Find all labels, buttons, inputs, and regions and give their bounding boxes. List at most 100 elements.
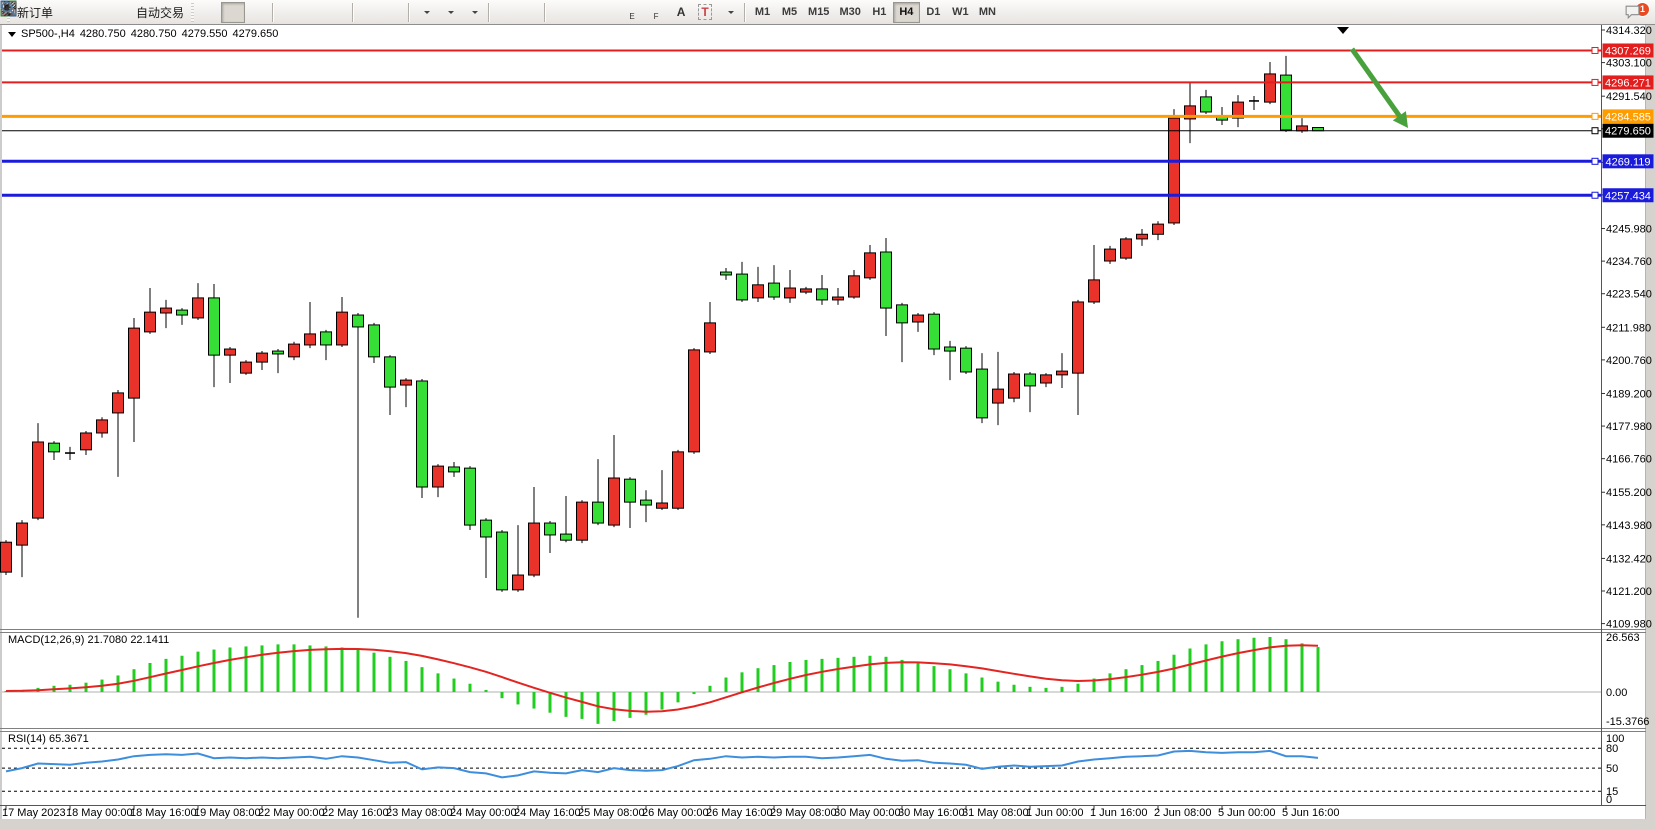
macd-indicator-label: MACD(12,26,9) 21.7080 22.1411	[8, 634, 169, 646]
horizontal-line-button[interactable]	[1, 2, 597, 23]
timeframe-button-m1[interactable]: M1	[749, 2, 776, 23]
timeframe-button-m5[interactable]: M5	[776, 2, 803, 23]
text-tool-button[interactable]: A	[669, 2, 693, 23]
candle-body-down	[720, 271, 732, 276]
new-chart-button[interactable]	[1, 1, 437, 23]
candle-body-down	[640, 499, 652, 506]
vertical-line-button[interactable]	[7, 1, 573, 23]
candle-body-up	[0, 541, 12, 573]
candle-body-up	[1056, 370, 1068, 376]
bar-chart-button[interactable]	[2, 2, 221, 23]
level-handle[interactable]	[1591, 46, 1599, 54]
profile-button[interactable]	[1, 1, 105, 23]
timeframe-button-d1[interactable]: D1	[920, 2, 947, 23]
window-right-strip	[1646, 25, 1655, 829]
zoom-out-button[interactable]	[1, 1, 325, 23]
chevron-down-icon	[423, 11, 430, 17]
candle-body-up	[528, 522, 540, 576]
candle-body-up	[32, 441, 44, 519]
price-level-tag	[1602, 43, 1654, 58]
line-chart-button[interactable]	[0, 2, 269, 23]
toolbar-separator	[544, 2, 547, 22]
price-tick-label: 4132.420	[1606, 553, 1652, 565]
rsi-scale-label: 100	[1606, 733, 1624, 745]
trendline-button[interactable]	[1, 2, 621, 23]
timeframe-button-h1[interactable]: H1	[866, 2, 893, 23]
time-axis-label: 22 May 00:00	[258, 807, 325, 819]
macd-signal-value: 22.1411	[130, 634, 170, 646]
candle-body-down	[624, 478, 636, 503]
text-label-icon: T	[698, 4, 712, 20]
time-axis-label: 5 Jun 00:00	[1218, 807, 1276, 819]
candle-body-up	[656, 502, 668, 509]
candle-body-down	[896, 304, 908, 324]
coins-button[interactable]	[2, 2, 81, 23]
candle-body-down	[496, 531, 508, 591]
candle-body-up	[432, 465, 444, 488]
timeframe-button-w1[interactable]: W1	[947, 2, 974, 23]
level-handle[interactable]	[1591, 127, 1599, 135]
time-axis-label: 25 May 08:00	[578, 807, 645, 819]
arrows-tool-button[interactable]	[2, 2, 741, 23]
candle-body-up	[992, 388, 1004, 404]
search-button[interactable]	[1, 1, 1623, 23]
chart-shift-button[interactable]	[1, 2, 405, 23]
ohlc-open: 4280.750	[79, 28, 126, 40]
channel-sub-label: E	[629, 11, 635, 21]
crosshair-button[interactable]	[1, 1, 541, 23]
candle-body-up	[192, 297, 204, 319]
time-axis-label: 24 May 00:00	[450, 807, 517, 819]
toolbar-separator	[272, 2, 275, 22]
indicators-button[interactable]	[1, 1, 485, 23]
candle-body-down	[448, 466, 460, 473]
collapse-icon[interactable]	[8, 31, 16, 37]
auto-trading-button[interactable]: 自动交易	[1, 0, 188, 23]
tile-windows-button[interactable]	[0, 0, 349, 23]
macd-value: 21.7080	[87, 634, 128, 646]
level-handle[interactable]	[1591, 157, 1599, 165]
toolbar-separator	[352, 2, 355, 22]
candle-body-up	[832, 296, 844, 301]
new-order-button[interactable]: 新订单	[13, 2, 57, 23]
candle-body-down	[368, 324, 380, 358]
candle-body-up	[1296, 125, 1308, 132]
price-tick-label: 4291.540	[1606, 91, 1652, 103]
price-tick-label: 4143.980	[1606, 520, 1652, 532]
level-handle[interactable]	[1591, 112, 1599, 120]
chart-shift-marker[interactable]	[1337, 27, 1349, 34]
candlestick-chart-button[interactable]	[2, 1, 246, 23]
candle-body-up	[512, 574, 524, 591]
price-tick-label: 4109.980	[1606, 619, 1652, 631]
fibonacci-button[interactable]: F	[1, 2, 669, 23]
channel-button[interactable]: E	[0, 1, 645, 23]
signals-button[interactable]	[1, 1, 129, 23]
candle-body-down	[480, 519, 492, 538]
price-tick-label: 4121.200	[1606, 586, 1652, 598]
text-label-button[interactable]: T	[693, 2, 717, 23]
period-button[interactable]	[1, 1, 461, 23]
macd-scale-label: -15.3766	[1606, 716, 1649, 728]
timeframe-button-m30[interactable]: M30	[834, 2, 865, 23]
level-handle[interactable]	[1591, 78, 1599, 86]
notifications-button[interactable]: 1	[1623, 1, 1650, 23]
rsi-line	[5, 749, 1319, 779]
timeframe-button-m15[interactable]: M15	[803, 2, 834, 23]
time-axis-label: 26 May 00:00	[642, 807, 709, 819]
candle-body-down	[320, 331, 332, 346]
timeframe-button-h4[interactable]: H4	[892, 1, 920, 23]
timeframe-button-mn[interactable]: MN	[974, 2, 1001, 23]
candle-body-down	[352, 314, 364, 328]
rsi-scale-label: 15	[1606, 786, 1618, 798]
ohlc-low: 4279.550	[181, 28, 228, 40]
time-axis-label: 24 May 16:00	[514, 807, 581, 819]
auto-scroll-button[interactable]	[1, 2, 381, 23]
candle-body-up	[848, 275, 860, 298]
candle-body-down	[48, 442, 60, 453]
trend-arrow-head[interactable]	[1392, 111, 1408, 128]
level-handle[interactable]	[1591, 191, 1599, 199]
cursor-button[interactable]	[4, 1, 517, 23]
zoom-in-button[interactable]	[1, 1, 301, 23]
trend-arrow-shaft[interactable]	[1349, 47, 1402, 118]
